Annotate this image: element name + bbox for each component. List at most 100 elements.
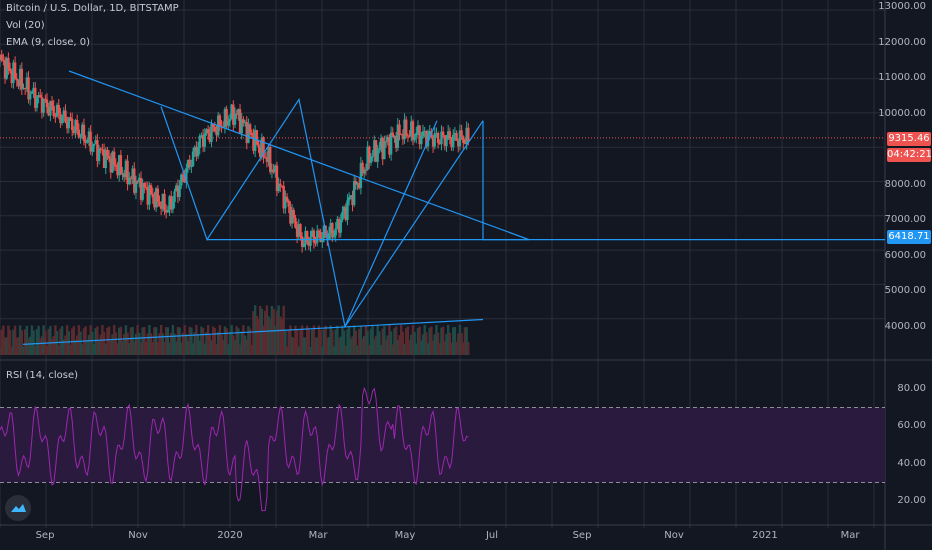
volume-bar [42, 325, 45, 355]
volume-bar [257, 319, 260, 355]
candle-body [280, 185, 284, 187]
volume-bar [30, 325, 34, 355]
candle-body [143, 183, 146, 187]
drawing-lines[interactable] [22, 70, 885, 345]
volume-bar [423, 325, 426, 355]
volume-bar [359, 325, 363, 355]
candle-body [322, 225, 326, 239]
candle-body [25, 77, 29, 89]
candle-body [67, 117, 71, 129]
candle-body [34, 87, 37, 108]
candle-body [193, 146, 196, 152]
candle-body [391, 132, 394, 137]
candle-body [161, 193, 165, 209]
volume-bar [267, 316, 270, 355]
date-tick: Nov [128, 530, 148, 541]
volume-bar [175, 341, 178, 355]
volume-bar [438, 343, 441, 355]
volume-bar [446, 325, 450, 355]
candle-body [3, 60, 7, 79]
volume-bar [403, 344, 406, 355]
candle-body [201, 135, 205, 147]
volume-bar [258, 305, 262, 355]
candle-body [233, 113, 237, 125]
candle-body [203, 133, 206, 147]
candle-body [238, 109, 242, 134]
volume-bar [242, 325, 245, 355]
candle-body [185, 168, 188, 183]
volume-bar [389, 331, 393, 355]
candle-body [210, 123, 213, 142]
current-price-tag: 9315.46 [887, 132, 931, 146]
volume-bar [141, 327, 144, 355]
volume-bar [87, 335, 91, 355]
volume-bar [47, 328, 50, 355]
candle-body [15, 78, 18, 81]
candle-body [317, 230, 321, 233]
date-tick: Mar [840, 530, 860, 541]
volume-bar [255, 315, 259, 355]
volume-bar [208, 334, 212, 355]
candle-body [112, 151, 116, 165]
volume-bars [0, 305, 470, 355]
volume-bar [163, 341, 166, 355]
volume-bar [358, 328, 361, 355]
volume-bar [57, 345, 60, 355]
volume-label: Vol (20) [6, 20, 45, 31]
volume-bar [369, 328, 373, 355]
volume-bar [198, 340, 201, 355]
candle-body [2, 60, 5, 62]
candle-body [262, 137, 265, 158]
candle-body [331, 223, 334, 238]
volume-bar [159, 325, 163, 355]
volume-bar [235, 326, 238, 355]
volume-bar [307, 329, 311, 355]
candle-body [358, 183, 361, 189]
volume-bar [94, 328, 97, 355]
volume-bar [420, 340, 423, 355]
volume-bar [34, 345, 37, 355]
volume-bar [134, 333, 138, 355]
volume-bar [346, 329, 349, 355]
price-tick: 10000.00 [878, 107, 926, 119]
candle-body [23, 88, 27, 90]
rsi-tick: 80.00 [897, 382, 926, 394]
candle-body [119, 155, 123, 175]
volume-bar [381, 328, 384, 355]
volume-bar [243, 335, 247, 355]
candle-body [126, 160, 129, 185]
volume-bar [153, 327, 156, 355]
candle-body [309, 237, 312, 246]
candle-body [396, 124, 400, 148]
volume-bar [106, 327, 109, 355]
candle-body [435, 133, 438, 135]
channel-drawing [344, 120, 484, 327]
volume-bar [158, 333, 161, 355]
volume-bar [131, 326, 134, 355]
candle-body [312, 230, 316, 243]
volume-bar [15, 337, 18, 355]
volume-bar [384, 339, 388, 355]
volume-bar [230, 325, 233, 355]
tradingview-logo-icon[interactable] [5, 495, 31, 521]
volume-bar [295, 329, 299, 355]
volume-bar [18, 325, 22, 355]
volume-bar [287, 330, 290, 355]
volume-bar [62, 339, 65, 355]
candle-body [445, 139, 448, 147]
rsi-label: RSI (14, close) [6, 370, 79, 381]
volume-bar [156, 342, 159, 355]
candle-body [87, 131, 91, 140]
volume-bar [452, 327, 455, 355]
candle-body [10, 70, 13, 84]
volume-bar [265, 305, 269, 355]
volume-bar [430, 326, 433, 355]
candle-body [279, 183, 282, 186]
candlestick-series [0, 49, 470, 253]
candle-body [149, 185, 153, 194]
candle-body [114, 164, 118, 167]
volume-bar [425, 332, 428, 355]
volume-bar [317, 325, 321, 355]
candle-body [393, 136, 396, 138]
